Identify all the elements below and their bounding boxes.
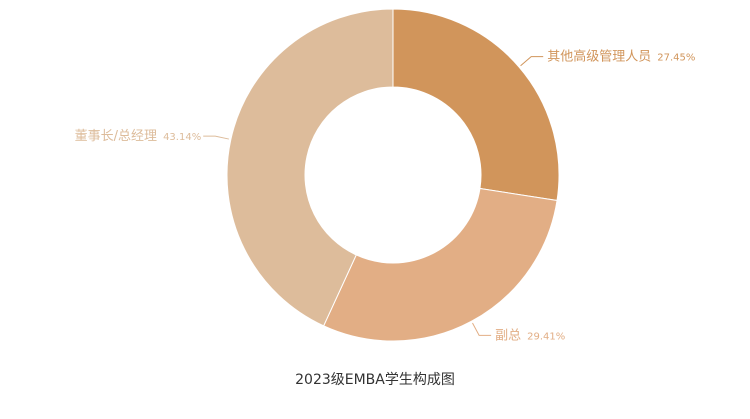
- slice-label: 副总 29.41%: [495, 328, 565, 343]
- label-leader-line: [203, 135, 229, 140]
- chart-title: 2023级EMBA学生构成图: [295, 372, 455, 388]
- pie-slice[interactable]: [226, 8, 394, 327]
- slice-label: 董事长/总经理 43.14%: [75, 129, 202, 144]
- slice-category-text: 其他高级管理人员: [547, 49, 651, 65]
- label-leader-line: [472, 322, 492, 336]
- slice-category-text: 副总: [495, 328, 521, 343]
- label-leader-line: [520, 56, 544, 67]
- slice-label: 其他高级管理人员 27.45%: [547, 49, 695, 65]
- pie-slice[interactable]: [392, 8, 560, 202]
- slice-value-text: 43.14%: [163, 132, 201, 143]
- pie-slice[interactable]: [322, 187, 558, 342]
- slice-category-text: 董事长/总经理: [75, 129, 157, 144]
- slice-value-text: 29.41%: [527, 331, 565, 342]
- slice-value-text: 27.45%: [657, 53, 695, 64]
